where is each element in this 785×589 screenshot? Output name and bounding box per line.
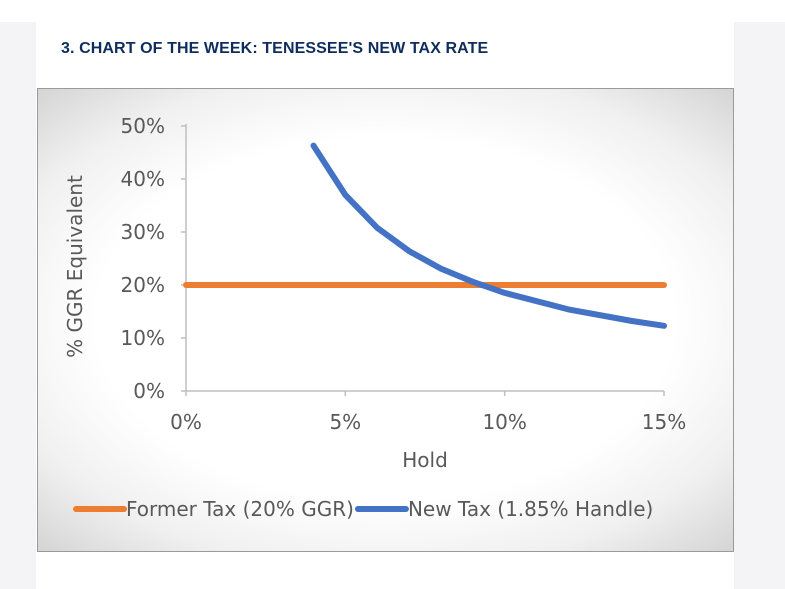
page-top-band — [0, 0, 785, 22]
chart-frame: 0% 10% 20% 30% 40% 50% 0% 5% 10% 15% % GGR Equiva… — [37, 88, 734, 552]
x-axis-title: Hold — [402, 448, 448, 472]
y-tick-label: 50% — [121, 114, 165, 138]
y-tick-label: 30% — [121, 220, 165, 244]
page-right-margin — [734, 0, 785, 589]
legend-label-1: New Tax (1.85% Handle) — [408, 497, 653, 521]
legend-label-0: Former Tax (20% GGR) — [126, 497, 354, 521]
y-tick-label: 20% — [121, 273, 165, 297]
chart-svg: 0% 10% 20% 30% 40% 50% 0% 5% 10% 15% % GGR Equiva… — [63, 114, 687, 521]
x-tick-label: 0% — [170, 410, 202, 434]
y-tick-label: 40% — [121, 167, 165, 191]
y-axis-title: % GGR Equivalent — [63, 175, 87, 358]
x-tick-label: 10% — [482, 410, 526, 434]
series-lines — [183, 142, 667, 329]
y-tick-label: 10% — [121, 326, 165, 350]
axes: 0% 10% 20% 30% 40% 50% 0% 5% 10% 15% — [121, 114, 687, 434]
series-line-1 — [310, 142, 667, 329]
x-tick-label: 5% — [329, 410, 361, 434]
y-tick-label: 0% — [133, 379, 165, 403]
section-heading: 3. CHART OF THE WEEK: TENESSEE'S NEW TAX… — [61, 40, 489, 57]
x-tick-label: 15% — [642, 410, 686, 434]
page-left-margin — [0, 0, 36, 589]
legend: Former Tax (20% GGR) New Tax (1.85% Handl… — [73, 497, 653, 521]
